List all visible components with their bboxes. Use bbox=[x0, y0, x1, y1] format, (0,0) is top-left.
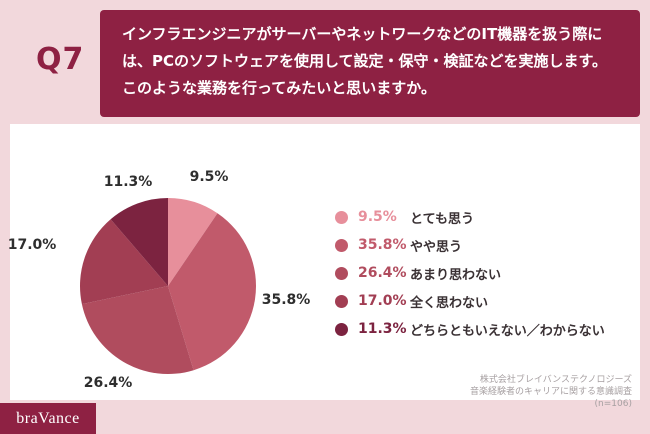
brand-logo-text: braVance bbox=[16, 409, 80, 427]
legend-percent: 26.4% bbox=[358, 265, 407, 281]
source-text: 株式会社ブレイバンステクノロジーズ 音楽経験者のキャリアに関する意識調査 (n=… bbox=[470, 374, 632, 410]
legend-dot bbox=[335, 294, 348, 308]
legend-dot bbox=[335, 210, 348, 224]
legend-label: やや思う bbox=[410, 239, 463, 255]
question-text: インフラエンジニアがサーバーやネットワークなどのIT機器を扱う際には、PCのソフ… bbox=[122, 25, 608, 97]
pie-slice bbox=[81, 286, 194, 374]
legend-percent: 35.8% bbox=[358, 237, 407, 253]
legend-percent: 11.3% bbox=[358, 321, 407, 337]
legend-item: 9.5% とても思う bbox=[335, 203, 605, 231]
legend-label: 全く思わない bbox=[410, 295, 489, 311]
source-line: (n=106) bbox=[594, 399, 632, 410]
pie-percent-label: 9.5% bbox=[189, 169, 229, 185]
pie-slice bbox=[80, 219, 168, 305]
legend-dot bbox=[335, 266, 348, 280]
legend-label: どちらともいえない／わからない bbox=[410, 323, 605, 339]
legend-item: 11.3% どちらともいえない／わからない bbox=[335, 315, 605, 343]
legend-item: 17.0% 全く思わない bbox=[335, 287, 605, 315]
question-box: インフラエンジニアがサーバーやネットワークなどのIT機器を扱う際には、PCのソフ… bbox=[100, 10, 640, 117]
legend: 9.5% とても思う 35.8% やや思う 26.4% あまり思わない 17.0… bbox=[335, 203, 605, 343]
brand-logo: braVance bbox=[0, 403, 96, 434]
legend-percent: 17.0% bbox=[358, 293, 407, 309]
pie-slice bbox=[168, 198, 218, 286]
pie-percent-label: 35.8% bbox=[261, 292, 311, 308]
pie-percent-label: 11.3% bbox=[103, 174, 153, 190]
source-line: 株式会社ブレイバンステクノロジーズ bbox=[479, 375, 632, 385]
pie-percent-label: 26.4% bbox=[83, 375, 133, 391]
pie-slice bbox=[168, 213, 256, 371]
legend-label: とても思う bbox=[410, 211, 474, 227]
pie-chart bbox=[80, 198, 256, 374]
legend-item: 35.8% やや思う bbox=[335, 231, 605, 259]
legend-label: あまり思わない bbox=[410, 267, 502, 283]
pie-percent-label: 17.0% bbox=[7, 237, 57, 253]
legend-dot bbox=[335, 322, 348, 336]
chart-panel: 9.5% 35.8% 26.4% 17.0% 11.3% 9.5% とても思う … bbox=[7, 124, 640, 409]
legend-item: 26.4% あまり思わない bbox=[335, 259, 605, 287]
pie-slice bbox=[110, 198, 168, 286]
legend-percent: 9.5% bbox=[358, 209, 397, 225]
source-line: 音楽経験者のキャリアに関する意識調査 bbox=[469, 387, 632, 398]
legend-dot bbox=[335, 238, 348, 252]
question-number: Q7 bbox=[36, 42, 85, 77]
